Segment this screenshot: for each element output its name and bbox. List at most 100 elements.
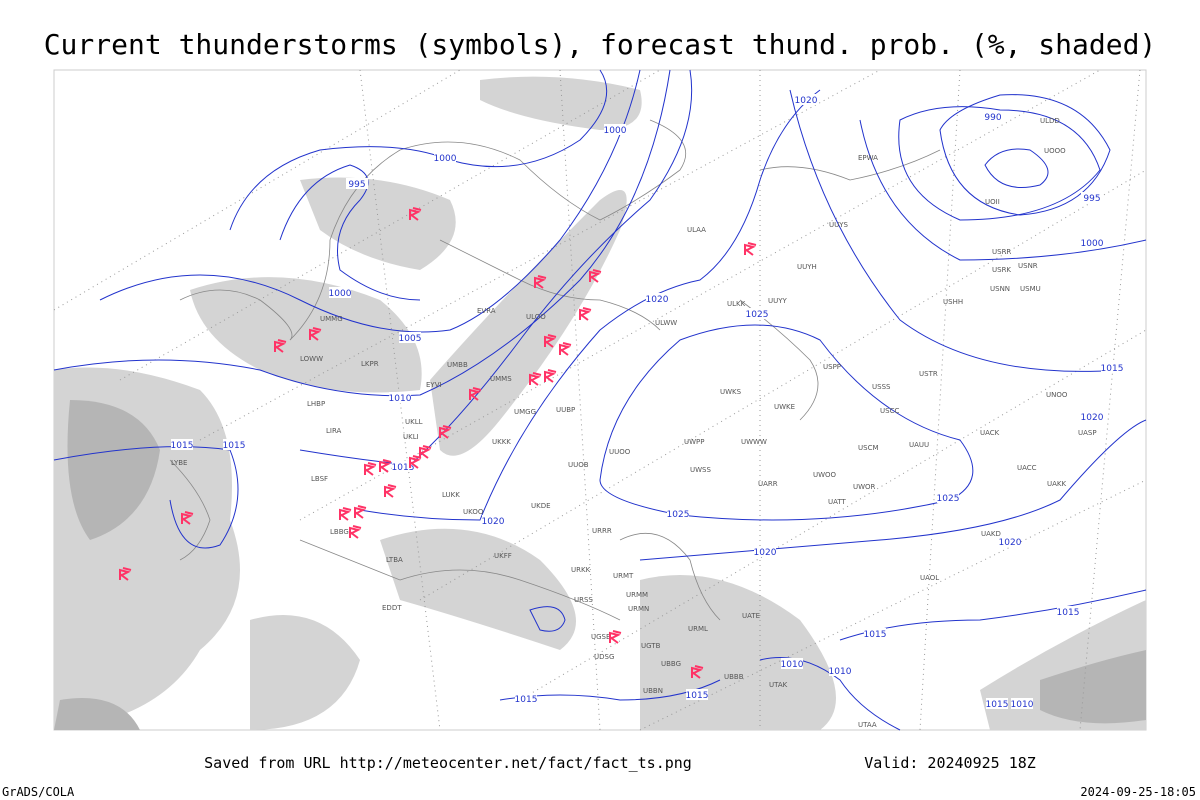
isobar-label-bg xyxy=(937,492,959,503)
station-label: UMMS xyxy=(490,375,512,383)
isobar-label-bg xyxy=(399,332,421,343)
station-label: EDDT xyxy=(382,604,402,612)
station-label: LYBE xyxy=(171,459,187,467)
isobar-label-bg xyxy=(346,178,368,189)
station-label: LKPR xyxy=(361,360,379,368)
isobar-label: 1010 xyxy=(781,660,804,670)
station-label: UAOL xyxy=(920,574,939,582)
storm-symbol xyxy=(384,484,397,498)
isobar-label-bg xyxy=(389,392,411,403)
station-label: UACK xyxy=(980,429,1000,437)
storm-symbol xyxy=(379,459,392,473)
station-label: UAUU xyxy=(909,441,929,449)
station-label: UUYH xyxy=(797,263,817,271)
station-label: UTAK xyxy=(769,681,788,689)
station-label: USRR xyxy=(992,248,1011,256)
isobar-label: 1020 xyxy=(1081,413,1104,423)
isobar-label-bg xyxy=(1081,192,1103,203)
isobar-label: 995 xyxy=(348,180,365,190)
storm-symbol xyxy=(544,369,557,383)
station-label: URMT xyxy=(613,572,634,580)
isobar-label-bg xyxy=(434,152,456,163)
station-label: USCM xyxy=(858,444,879,452)
isobar-label: 1020 xyxy=(646,295,669,305)
station-label: USCC xyxy=(880,407,899,415)
storm-symbol xyxy=(609,630,622,644)
isobar-label-bg xyxy=(829,665,851,676)
coastlines xyxy=(169,119,941,621)
station-label: UUOB xyxy=(568,461,589,469)
isobar-label: 1015 xyxy=(686,691,709,701)
isobar-label: 1015 xyxy=(171,441,194,451)
isobar-label: 1025 xyxy=(746,310,769,320)
station-label: USNR xyxy=(1018,262,1038,270)
station-label: UACC xyxy=(1017,464,1037,472)
isobar-label-bg xyxy=(754,546,776,557)
storm-symbol xyxy=(744,242,757,256)
station-label: UBBN xyxy=(643,687,663,695)
station-label: UNOO xyxy=(1046,391,1068,399)
station-label: UWKS xyxy=(720,388,742,396)
station-label: LIRA xyxy=(326,427,342,435)
storm-symbol xyxy=(529,372,542,386)
probability-shading-dark xyxy=(54,400,1146,730)
isobar-label: 1015 xyxy=(864,630,887,640)
isobar-label: 1000 xyxy=(329,289,352,299)
station-label: USTR xyxy=(919,370,938,378)
isobar-label: 1015 xyxy=(1101,364,1124,374)
storm-symbol xyxy=(439,425,452,439)
thunderstorm-symbols xyxy=(119,207,757,679)
storm-symbol xyxy=(181,511,194,525)
station-label: UTAA xyxy=(858,721,877,729)
station-label: UMMG xyxy=(320,315,343,323)
station-label: UKFF xyxy=(494,552,512,560)
storm-symbol xyxy=(469,387,482,401)
storm-symbol xyxy=(339,507,352,521)
valid-time: Valid: 20240925 18Z xyxy=(864,754,1036,772)
station-label: USMU xyxy=(1020,285,1041,293)
station-label: UAKK xyxy=(1047,480,1067,488)
station-label: URKK xyxy=(571,566,591,574)
isobar-label-bg xyxy=(392,461,414,472)
isobar-label-bg xyxy=(171,439,193,450)
station-label: URMM xyxy=(626,591,648,599)
station-label: UATT xyxy=(828,498,847,506)
station-label: UKDE xyxy=(531,502,551,510)
station-label: UKOO xyxy=(463,508,484,516)
isobar-label-bg xyxy=(515,693,537,704)
isobar-label: 1025 xyxy=(667,510,690,520)
station-label: UUYS xyxy=(829,221,849,229)
station-label: UASP xyxy=(1078,429,1097,437)
isobar-label-bg xyxy=(986,698,1008,709)
isobar-label: 1010 xyxy=(829,667,852,677)
isobar-label-bg xyxy=(667,508,689,519)
station-label: UWSS xyxy=(690,466,711,474)
isobar-label: 1020 xyxy=(754,548,777,558)
station-label: UUYY xyxy=(768,297,788,305)
isobar-label: 1000 xyxy=(434,154,457,164)
source-url: Saved from URL http://meteocenter.net/fa… xyxy=(204,754,692,772)
isobars xyxy=(53,69,1147,731)
storm-symbol xyxy=(691,665,704,679)
station-label: UWPP xyxy=(684,438,705,446)
station-label: UOOO xyxy=(1044,147,1066,155)
isobar-label-bg xyxy=(982,111,1004,122)
isobar-label-bg xyxy=(795,94,817,105)
storm-symbol xyxy=(419,445,432,459)
isobar-label-bg xyxy=(781,658,803,669)
storm-symbol xyxy=(579,307,592,321)
isobar-label-bg xyxy=(604,124,626,135)
station-label: UGSB xyxy=(591,633,611,641)
storm-symbol xyxy=(409,455,422,469)
isobar-label: 1020 xyxy=(795,96,818,106)
isobar-label-bg xyxy=(1101,362,1123,373)
station-label: LOWW xyxy=(300,355,323,363)
isobar-label: 990 xyxy=(984,113,1001,123)
station-label: UKLL xyxy=(405,418,423,426)
station-label: UKLI xyxy=(403,433,419,441)
station-label: UMGG xyxy=(514,408,536,416)
station-label: UOII xyxy=(985,198,1000,206)
station-label: URRR xyxy=(592,527,612,535)
isobar-label-bg xyxy=(1081,411,1103,422)
station-label: UAKD xyxy=(981,530,1001,538)
